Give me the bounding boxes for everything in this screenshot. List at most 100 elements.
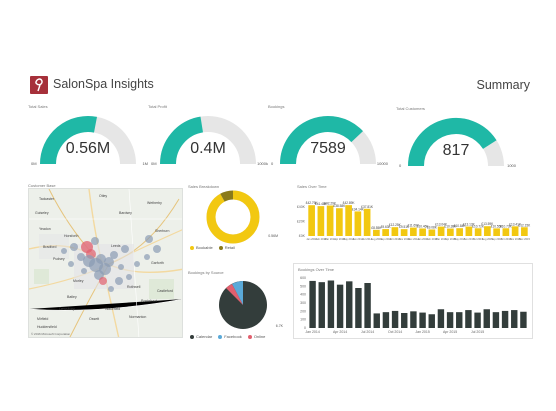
bar-data-label: £41.48K (315, 202, 328, 206)
legend-bookable[interactable]: Bookable (190, 245, 213, 250)
gauge-max: 10000 (376, 161, 388, 166)
gauge-value: 7589 (310, 140, 346, 157)
slice-retail (206, 190, 260, 244)
y-tick-label: 200 (300, 309, 306, 313)
legend-facebook[interactable]: Facebook (218, 334, 242, 339)
salonspa-logo-icon (30, 76, 48, 94)
bookings-bar (382, 312, 390, 328)
map-place-label: Guiseley (35, 211, 49, 215)
bookings-bar (336, 284, 344, 328)
bookings-bar (318, 282, 325, 328)
map-place-label: Bardsey (119, 211, 132, 215)
sales-over-time-chart[interactable]: £0K £20K £40K£42.79K Jan 2014 £41.48K Feb 201… (293, 192, 533, 244)
sales-bar (465, 226, 473, 236)
gauge-value: 817 (442, 142, 470, 159)
map-place-label: Rothwell (127, 285, 141, 289)
bookings-bar (456, 312, 463, 328)
bookings-bar (401, 313, 408, 328)
sales-bar (345, 205, 352, 236)
bookings-by-source-chart[interactable]: 6.7K Calendar Facebook Online (188, 276, 283, 340)
gauge-min: 0 (399, 163, 402, 168)
gauge-title: Bookings (268, 104, 285, 109)
bar-data-label: £42.79K (306, 201, 319, 205)
map-place-label: Horsforth (64, 234, 79, 238)
map-place-label: Castleford (157, 289, 173, 293)
x-tick-label: Feb 2015 (426, 237, 438, 241)
y-tick-label: £0K (299, 234, 306, 238)
gauge-total-profit[interactable]: Total Profit 0.4M 0M 1000k (148, 104, 268, 170)
gauge-bookings[interactable]: Bookings 7589 0 10000 (268, 104, 388, 170)
sales-bar (493, 228, 500, 236)
legend-calendar[interactable]: Calendar (190, 334, 212, 339)
x-tick-label: Jul 2014 (361, 330, 374, 334)
pie-value-label: 6.7K (275, 324, 283, 328)
x-tick-label: May 2014 (343, 237, 355, 241)
bookings-bar (501, 310, 509, 328)
sales-bar (336, 208, 343, 236)
bookings-bar (364, 283, 371, 328)
legend-retail[interactable]: Retail (218, 245, 235, 250)
map-place-label: Mirfield (37, 317, 49, 321)
x-tick-label: Mar 2015 (436, 237, 448, 241)
gauge-max: 1000 (507, 163, 516, 168)
bar-data-label: £42.29K (324, 202, 337, 206)
x-tick-label: Oct 2014 (388, 330, 402, 334)
map-canvas[interactable] (29, 189, 183, 338)
map-place-label: Batley (67, 295, 77, 299)
map-place-label: Huddersfield (37, 325, 57, 329)
x-tick-label: Jul 2014 (362, 237, 372, 241)
bookings-bar (327, 280, 335, 328)
donut-value-label: 0.56M (268, 234, 278, 238)
sales-bar (354, 211, 362, 236)
bar-data-label: £10.73K (500, 224, 513, 228)
sales-bar (484, 226, 491, 236)
sales-bar (382, 229, 389, 236)
gauge-fill (408, 118, 497, 167)
map-place-label: Garforth (151, 261, 164, 265)
bookings-over-time-chart[interactable]: 0 100 200 300 400 500 600 Jan 2014 Apr 2014 Jul 2… (294, 274, 532, 338)
map-place-label: Normanton (129, 315, 147, 319)
bookings-bar (309, 280, 316, 328)
sales-bar (373, 229, 380, 236)
x-tick-label: Oct 2015 (501, 237, 512, 241)
gauge-title: Total Sales (28, 104, 48, 109)
x-tick-label: May 2015 (454, 237, 466, 241)
customer-bubbles (61, 235, 161, 292)
bookings-bar (446, 312, 454, 328)
sales-bar (419, 228, 426, 236)
x-tick-label: Jan 2015 (417, 237, 428, 241)
report-header: SalonSpa Insights Summary (30, 76, 530, 96)
bar-data-label: £13.59K (481, 222, 494, 226)
x-tick-label: Oct 2014 (390, 237, 401, 241)
legend-online[interactable]: Online (247, 334, 265, 339)
gauge-total-customers[interactable]: Total Customers 817 0 1000 (396, 106, 516, 172)
gauge-fill (160, 116, 204, 165)
y-tick-label: £40K (297, 205, 306, 209)
sales-bar (511, 226, 519, 236)
x-tick-label: Apr 2015 (443, 330, 457, 334)
gauge-total-sales[interactable]: Total Sales 0.56M 0M 1M (28, 104, 148, 170)
sales-breakdown-chart[interactable]: 0.56M Bookable Retail (188, 190, 278, 252)
page-title[interactable]: Summary (476, 78, 530, 92)
gauge-arc (280, 116, 376, 165)
bar-data-label: £11.69K (408, 224, 421, 228)
sales-bar (308, 205, 315, 236)
x-tick-label: Jul 2015 (473, 237, 483, 241)
bar-data-label: £34.14K (352, 207, 365, 211)
bar-data-label: £9.51K (399, 225, 410, 229)
customer-base-title: Customer Base (28, 183, 56, 188)
customer-base-map[interactable]: Tadcaster Otley Wetherby Guiseley Bardse… (28, 188, 183, 338)
bookings-over-time-panel[interactable]: Bookings Over Time 0 100 200 300 400 500 600 Ja… (293, 263, 533, 339)
bar-data-label: £10.38K (444, 225, 457, 229)
y-tick-label: 400 (300, 293, 306, 297)
x-tick-label: Aug 2014 (371, 237, 383, 241)
sales-bar (447, 228, 454, 236)
sales-bar (502, 228, 510, 236)
bookings-bar (437, 309, 445, 328)
y-tick-label: 600 (300, 276, 306, 280)
slice-facebook (232, 281, 243, 305)
map-place-label: Otley (99, 194, 108, 198)
y-tick-label: 300 (300, 301, 306, 305)
x-tick-label: Nov 2015 (510, 237, 522, 241)
bookings-bar (373, 313, 380, 328)
